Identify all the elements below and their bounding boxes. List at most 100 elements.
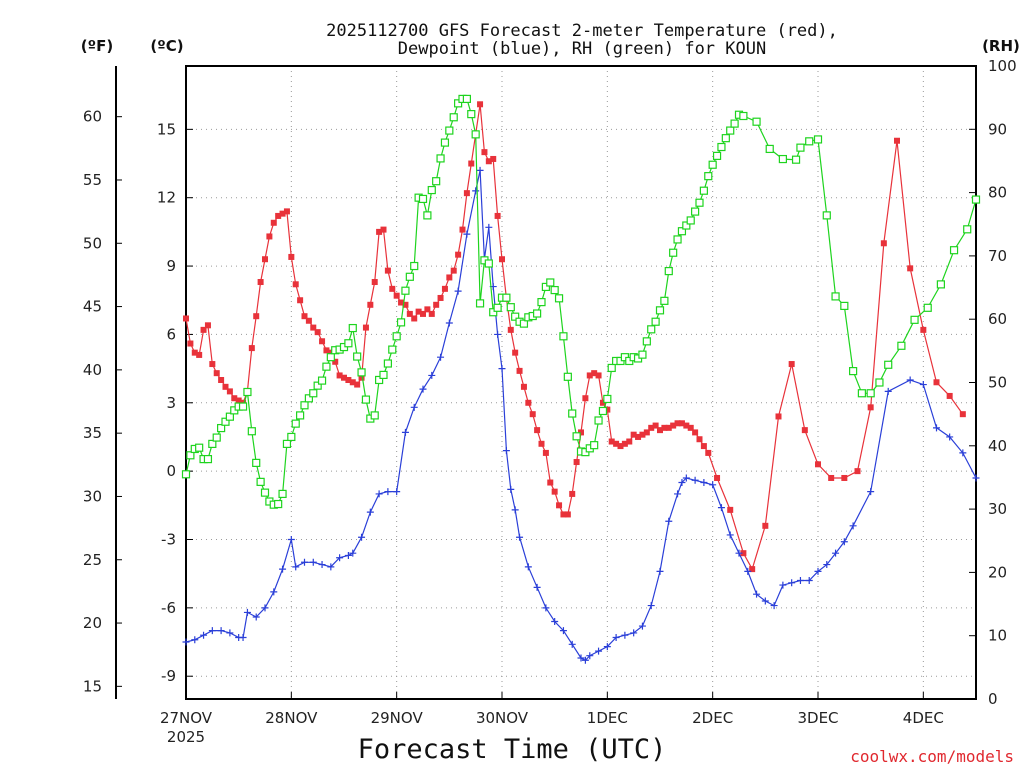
temperature-point [358,374,365,381]
temperature-point [424,306,431,313]
celsius-unit-label: (ºC) [150,37,183,55]
rh-point [379,370,388,380]
temperature-point [459,226,466,233]
rh-point [651,317,660,326]
rh-point [304,394,313,403]
rh-point [357,368,366,377]
temperature-point [310,324,317,331]
x-tick-label: 4DEC [903,709,944,727]
rh-point [590,441,599,450]
temperature-point [529,411,536,418]
rh-point [822,211,831,220]
temperature-point [433,301,440,308]
rh-point [344,339,353,348]
x-tick-label: 3DEC [797,709,838,727]
temperature-point [604,406,611,413]
rh-point [475,299,485,308]
dewpoint-point [375,490,383,498]
temperature-point [854,468,861,475]
dewpoint-point [638,622,646,630]
rh-point [375,375,384,385]
rh-point [502,293,511,302]
celsius-tick-label: 15 [157,120,176,138]
rh-point [739,111,748,121]
dewpoint-point [533,583,541,591]
dewpoint-point [682,474,690,482]
rh-point [884,360,893,369]
rh-point [309,389,318,398]
axis-ticks: -9-6-30369121515202530354045505560010203… [83,57,1017,746]
dewpoint-point [761,597,769,605]
rh-tick-label: 80 [988,184,1007,202]
temperature-point [959,411,966,418]
dewpoint-point [270,588,278,596]
temperature-point [257,279,264,286]
rh-point [660,296,669,305]
rh-point [322,362,331,371]
dewpoint-point [349,549,357,557]
rh-point [418,194,428,204]
dewpoint-point [568,640,576,648]
dewpoint-point [814,567,822,575]
temperature-point [665,424,672,431]
temperature-point [815,461,821,468]
temperature-point [828,474,835,481]
temperature-point [564,511,571,518]
rh-point [572,432,581,441]
celsius-tick-label: -6 [161,599,176,617]
dewpoint-point [621,631,629,639]
dewpoint-point [551,618,559,626]
dewpoint-point [511,506,519,514]
chart-title-line2: Dewpoint (blue), RH (green) for KOUN [398,39,766,59]
rh-point [704,172,713,181]
x-axis-title: Forecast Time (UTC) [358,734,667,765]
rh-point [405,272,414,281]
x-tick-label: 2DEC [692,709,733,727]
rh-tick-label: 40 [988,437,1007,455]
dewpoint-point [678,479,686,487]
dewpoint-point [691,476,699,484]
rh-point [673,235,682,244]
temperature-point [933,379,940,386]
rh-tick-label: 20 [988,563,1007,581]
rh-point [484,259,493,268]
dewpoint-point [217,627,225,635]
rh-tick-label: 100 [988,57,1017,75]
temperature-point [648,424,655,431]
chart-title: 2025112700 GFS Forecast 2-meter Temperat… [326,21,838,41]
temperature-point [384,267,391,274]
rh-point [326,353,335,362]
rh-tick-label: 60 [988,310,1007,328]
rh-tick-label: 50 [988,374,1007,392]
rh-point [949,246,959,255]
x-tick-label: 30NOV [476,709,529,727]
temperature-point [477,101,484,108]
rh-point [831,292,840,301]
rh-point [546,278,555,287]
rh-point [467,110,476,119]
dewpoint-point [301,558,308,566]
rh-point [559,332,568,341]
dewpoint-point [502,447,510,455]
dewpoint-point [779,581,787,589]
temperature-point [191,349,198,356]
dewpoint-point [647,602,655,610]
rh-point [647,325,656,334]
dewpoint-point [243,608,251,616]
dewpoint-point [972,474,980,482]
temperature-point [696,436,703,443]
dewpoint-point [292,563,300,571]
rh-point [291,419,300,428]
rh-point [252,458,261,467]
temperature-point [608,438,615,445]
dewpoint-point [476,166,484,174]
x-tick-label: 27NOV [160,709,213,727]
dewpoint-point [309,558,317,566]
dewpoint-point [744,567,752,575]
temperature-point [788,361,795,368]
rh-point [655,306,665,315]
temperature-point [270,219,277,226]
dewpoint-point [840,538,848,546]
temperature-point [547,479,554,486]
rh-point [489,308,498,317]
